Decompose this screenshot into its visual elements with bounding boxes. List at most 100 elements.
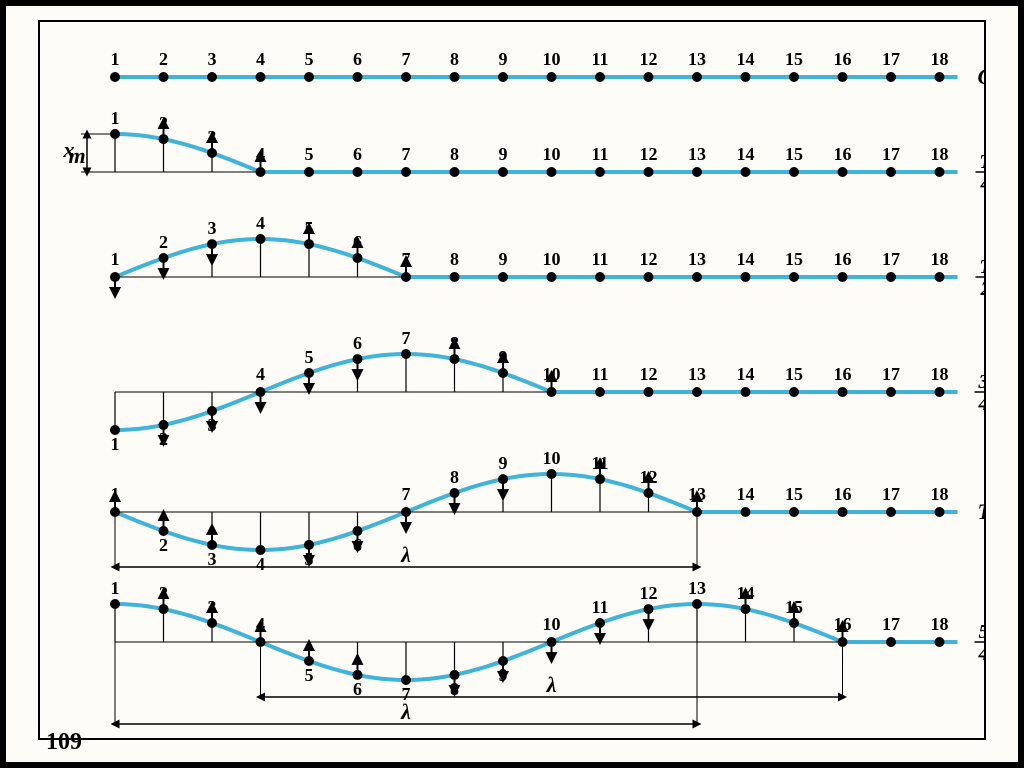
particle-4-9	[498, 474, 508, 484]
point-label-1-17: 17	[882, 144, 900, 164]
point-label-5-14: 14	[737, 583, 755, 603]
point-label-0-1: 1	[111, 49, 120, 69]
time-label-num-1: T	[979, 151, 984, 173]
particle-4-15	[789, 507, 799, 517]
particle-1-17	[886, 167, 896, 177]
wave-curve-2	[115, 239, 958, 277]
point-label-5-4: 4	[256, 614, 265, 634]
point-label-3-16: 16	[834, 364, 852, 384]
particle-3-11	[595, 387, 605, 397]
particle-2-14	[741, 272, 751, 282]
particle-1-14	[741, 167, 751, 177]
wave-curve-1	[115, 134, 958, 172]
point-label-0-4: 4	[256, 49, 265, 69]
point-label-4-11: 11	[591, 453, 608, 473]
point-label-1-14: 14	[737, 144, 755, 164]
point-label-2-3: 3	[208, 218, 217, 238]
particle-1-8	[450, 167, 460, 177]
lambda-label: λ	[546, 672, 557, 697]
point-label-1-10: 10	[543, 144, 561, 164]
point-label-5-16: 16	[834, 614, 852, 634]
time-label-den-2: 2	[980, 278, 985, 300]
particle-3-17	[886, 387, 896, 397]
particle-1-9	[498, 167, 508, 177]
point-label-0-3: 3	[208, 49, 217, 69]
particle-5-12	[644, 604, 654, 614]
time-label-den-1: 4	[980, 173, 985, 195]
particle-5-11	[595, 618, 605, 628]
point-label-2-4: 4	[256, 213, 265, 233]
point-label-3-18: 18	[931, 364, 949, 384]
point-label-0-13: 13	[688, 49, 706, 69]
particle-1-5	[304, 167, 314, 177]
particle-5-15	[789, 618, 799, 628]
particle-4-11	[595, 474, 605, 484]
particle-0-12	[644, 72, 654, 82]
particle-1-15	[789, 167, 799, 177]
point-label-2-7: 7	[402, 249, 411, 269]
point-label-3-1: 1	[111, 434, 120, 454]
point-label-3-2: 2	[159, 429, 168, 449]
point-label-5-10: 10	[543, 614, 561, 634]
lambda-label: λ	[400, 699, 411, 724]
point-label-2-1: 1	[111, 249, 120, 269]
svg-text:5: 5	[979, 621, 985, 643]
particle-1-4	[256, 167, 266, 177]
particle-3-16	[838, 387, 848, 397]
particle-2-15	[789, 272, 799, 282]
point-label-3-10: 10	[543, 364, 561, 384]
particle-2-1	[110, 272, 120, 282]
point-label-3-3: 3	[208, 415, 217, 435]
particle-1-2	[159, 134, 169, 144]
point-label-5-9: 9	[499, 665, 508, 685]
point-label-3-13: 13	[688, 364, 706, 384]
point-label-2-5: 5	[305, 218, 314, 238]
svg-text:4: 4	[978, 393, 985, 415]
particle-2-18	[935, 272, 945, 282]
particle-3-4	[256, 387, 266, 397]
particle-2-3	[207, 239, 217, 249]
particle-4-14	[741, 507, 751, 517]
particle-5-2	[159, 604, 169, 614]
particle-1-3	[207, 148, 217, 158]
particle-2-13	[692, 272, 702, 282]
particle-1-18	[935, 167, 945, 177]
particle-0-8	[450, 72, 460, 82]
particle-2-5	[304, 239, 314, 249]
particle-4-12	[644, 488, 654, 498]
point-label-0-10: 10	[543, 49, 561, 69]
particle-0-13	[692, 72, 702, 82]
particle-1-6	[353, 167, 363, 177]
particle-2-10	[547, 272, 557, 282]
point-label-2-8: 8	[450, 249, 459, 269]
point-label-0-12: 12	[640, 49, 658, 69]
particle-3-9	[498, 368, 508, 378]
point-label-5-2: 2	[159, 583, 168, 603]
particle-2-6	[353, 253, 363, 263]
point-label-2-11: 11	[591, 249, 608, 269]
point-label-5-5: 5	[305, 665, 314, 685]
particle-3-7	[401, 349, 411, 359]
point-label-0-14: 14	[737, 49, 755, 69]
particle-3-15	[789, 387, 799, 397]
point-label-3-7: 7	[402, 328, 411, 348]
point-label-1-9: 9	[499, 144, 508, 164]
point-label-4-7: 7	[402, 484, 411, 504]
point-label-4-17: 17	[882, 484, 900, 504]
particle-3-14	[741, 387, 751, 397]
point-label-0-9: 9	[499, 49, 508, 69]
point-label-1-6: 6	[353, 144, 362, 164]
point-label-0-15: 15	[785, 49, 803, 69]
point-label-2-18: 18	[931, 249, 949, 269]
particle-3-18	[935, 387, 945, 397]
point-label-4-9: 9	[499, 453, 508, 473]
particle-1-16	[838, 167, 848, 177]
point-label-1-13: 13	[688, 144, 706, 164]
point-label-1-15: 15	[785, 144, 803, 164]
point-label-0-8: 8	[450, 49, 459, 69]
particle-2-2	[159, 253, 169, 263]
particle-1-11	[595, 167, 605, 177]
particle-5-3	[207, 618, 217, 628]
particle-0-1	[110, 72, 120, 82]
point-label-1-18: 18	[931, 144, 949, 164]
